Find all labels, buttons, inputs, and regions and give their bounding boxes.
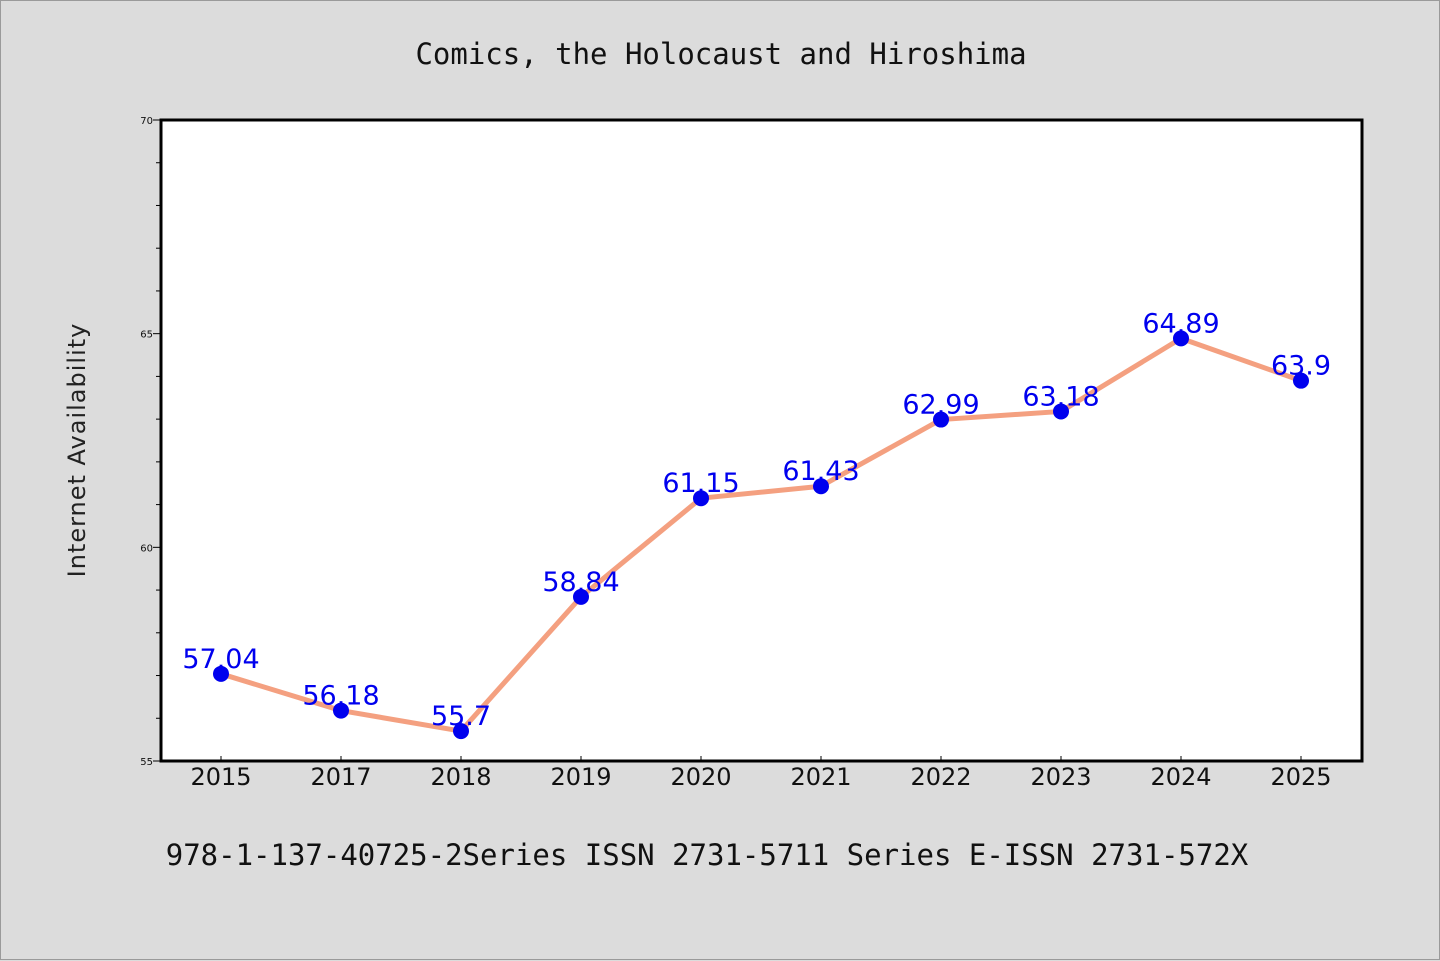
data-point: [693, 490, 709, 507]
x-tick-label: 2015: [190, 763, 251, 791]
data-label: 56.18: [302, 681, 379, 712]
data-point: [573, 588, 589, 605]
x-tick-label: 2020: [670, 763, 731, 791]
x-tick-label: 2024: [1150, 763, 1211, 791]
x-tick-label: 2025: [1270, 763, 1331, 791]
series-layer: 57.04 56.18 55.7 58.84 61.15 61.43 62.99 63.18 6…: [182, 308, 1331, 740]
data-label: 63.18: [1022, 381, 1099, 412]
y-axis-label: Internet Availability: [63, 323, 91, 578]
data-label: 62.99: [902, 390, 979, 421]
y-axis: 55 60 65 70: [140, 116, 161, 768]
data-label: 55.7: [431, 701, 491, 732]
x-tick-label: 2018: [430, 763, 491, 791]
data-point: [213, 665, 229, 682]
data-label: 57.04: [182, 644, 259, 675]
series-line: [218, 335, 1304, 734]
y-tick-label: 55: [140, 757, 153, 768]
data-point: [1173, 330, 1189, 347]
data-label: 63.9: [1271, 351, 1331, 382]
data-point: [1293, 372, 1309, 389]
data-point: [453, 723, 469, 740]
x-tick-label: 2017: [310, 763, 371, 791]
data-point: [933, 411, 949, 428]
y-tick-label: 70: [140, 116, 153, 127]
data-label: 61.15: [662, 468, 739, 499]
footer-isbn-text: 978-1-137-40725-2Series ISSN 2731-5711 S…: [166, 838, 1249, 872]
x-tick-label: 2019: [550, 763, 611, 791]
data-point: [1053, 403, 1069, 420]
chart-title: Comics, the Holocaust and Hiroshima: [415, 37, 1026, 71]
y-tick-label: 65: [140, 330, 153, 341]
y-tick-label: 60: [140, 543, 153, 554]
x-axis: 2015 2017 2018 2019 2020 2021 2022 2023 2024 2025: [190, 756, 1332, 791]
plot-area: [159, 118, 1364, 763]
x-tick-label: 2023: [1030, 763, 1091, 791]
data-point: [813, 478, 829, 495]
data-label: 64.89: [1142, 308, 1219, 339]
data-point: [333, 702, 349, 719]
x-tick-label: 2022: [910, 763, 971, 791]
x-tick-label: 2021: [790, 763, 851, 791]
data-label: 61.43: [782, 456, 859, 487]
data-label: 58.84: [542, 567, 619, 598]
